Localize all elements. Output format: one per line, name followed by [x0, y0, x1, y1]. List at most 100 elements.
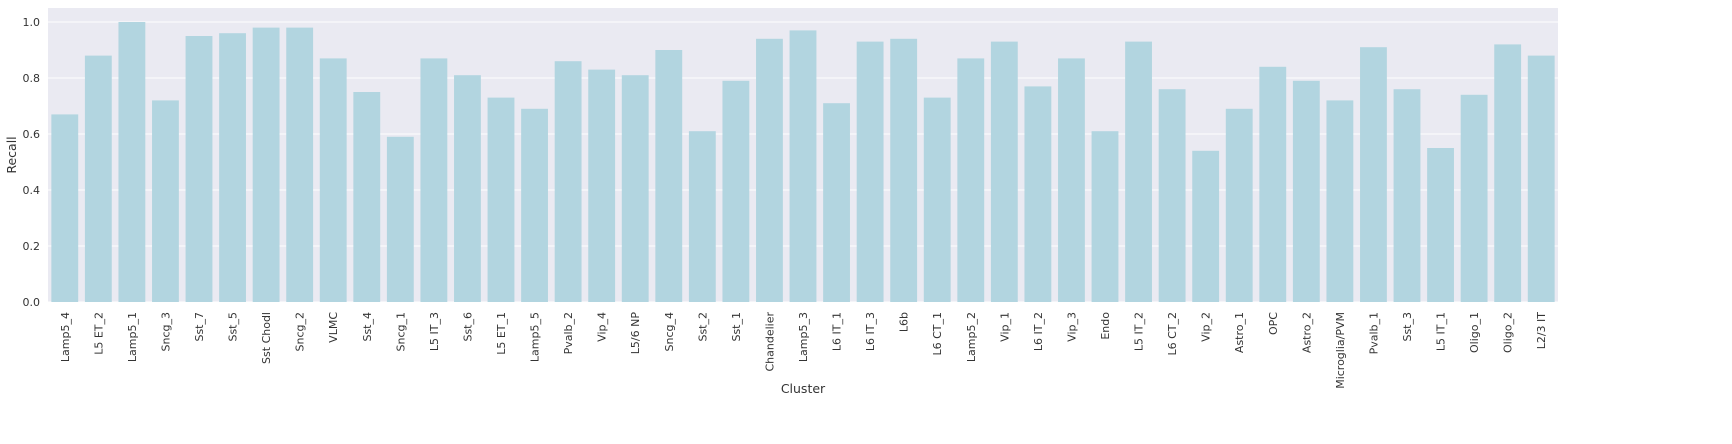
x-tick-label: Oligo_2: [1502, 312, 1515, 353]
bar: [554, 61, 582, 303]
bar: [1225, 108, 1253, 302]
x-tick-label: L5 IT_1: [1435, 312, 1448, 351]
bar: [118, 22, 146, 302]
bar: [454, 75, 481, 302]
bar: [521, 108, 548, 302]
x-tick-label: Sst_1: [730, 312, 743, 342]
x-tick-label: Sncg_2: [294, 312, 307, 351]
bar: [1527, 55, 1555, 302]
bar: [1024, 86, 1052, 303]
x-tick-label: L5 IT_2: [1133, 312, 1146, 351]
bar: [51, 114, 79, 303]
y-tick-label: 0.6: [23, 128, 41, 141]
x-tick-label: Sst_7: [193, 312, 206, 342]
y-axis-title: Recall: [4, 136, 19, 173]
y-tick-label: 0.0: [23, 296, 41, 309]
bar: [588, 69, 616, 302]
x-tick-label: Oligo_1: [1468, 312, 1481, 353]
x-tick-label: Vip_2: [1200, 312, 1213, 342]
x-tick-label: L6 IT_1: [831, 312, 844, 351]
x-tick-label: L5 IT_3: [428, 312, 441, 351]
bar: [1393, 89, 1421, 302]
bar: [923, 97, 951, 302]
x-tick-label: L5/6 NP: [629, 312, 642, 355]
bar: [722, 80, 750, 302]
x-tick-label: L6 CT_2: [1166, 312, 1179, 356]
y-tick-label: 1.0: [23, 16, 41, 29]
bar: [219, 33, 246, 302]
bar: [1259, 66, 1287, 302]
bar: [319, 58, 347, 303]
x-tick-label: Astro_1: [1233, 312, 1246, 353]
x-tick-label: Sncg_4: [663, 312, 676, 351]
x-tick-label: Microglia/PVM: [1334, 312, 1347, 389]
bar: [1125, 41, 1152, 302]
y-tick-label: 0.2: [23, 240, 41, 253]
bar: [1192, 150, 1220, 302]
y-tick-label: 0.8: [23, 72, 41, 85]
bar: [84, 55, 112, 302]
x-tick-label: Pvalb_1: [1367, 312, 1380, 354]
x-tick-label: Pvalb_2: [562, 312, 575, 354]
x-tick-label: Lamp5_2: [965, 312, 978, 362]
x-tick-label: Lamp5_1: [126, 312, 139, 362]
x-tick-label: L5 ET_1: [495, 312, 508, 355]
bar: [1292, 80, 1320, 302]
x-tick-label: L2/3 IT: [1535, 312, 1548, 350]
x-tick-label: Sst_4: [361, 312, 374, 342]
bar: [856, 41, 884, 302]
x-axis-title: Cluster: [781, 381, 826, 396]
x-tick-label: Sncg_3: [159, 312, 172, 351]
x-tick-label: Chandelier: [763, 312, 776, 372]
bar: [1058, 58, 1085, 303]
bar: [688, 131, 716, 302]
x-tick-label: L6 IT_2: [1032, 312, 1045, 351]
bar: [286, 27, 314, 302]
bar: [1091, 131, 1119, 302]
x-tick-label: Sst_6: [461, 312, 474, 342]
x-tick-label: Sst_5: [227, 312, 240, 342]
bar: [152, 100, 179, 303]
y-tick-label: 0.4: [23, 184, 41, 197]
bar: [756, 38, 783, 303]
bar: [1427, 148, 1454, 302]
x-tick-label: Lamp5_3: [797, 312, 810, 362]
x-tick-label: Sst_2: [696, 312, 709, 342]
x-tick-label: Sst_3: [1401, 312, 1414, 342]
x-tick-labels: Lamp5_4 L5 ET_2 Lamp5_1 Sncg_3 Sst_7 Sst_5 Sst…: [59, 312, 1548, 389]
bar: [655, 50, 683, 302]
x-tick-label: Lamp5_4: [59, 312, 72, 362]
bar: [990, 41, 1018, 302]
bar: [1326, 100, 1354, 303]
bar: [789, 30, 817, 303]
bar: [252, 27, 280, 302]
bar: [353, 92, 381, 302]
bar: [1494, 44, 1522, 303]
x-tick-label: Vip_4: [596, 312, 609, 342]
bar: [487, 97, 515, 302]
x-tick-label: Vip_3: [1065, 312, 1078, 342]
bar: [621, 75, 649, 302]
bar: [1158, 89, 1186, 302]
bar: [823, 103, 850, 302]
x-tick-label: Vip_1: [998, 312, 1011, 342]
x-tick-label: Sst Chodl: [260, 312, 273, 364]
x-tick-label: L6 CT_1: [931, 312, 944, 356]
x-tick-label: Sncg_1: [394, 312, 407, 351]
y-tick-labels: 0.0 0.2 0.4 0.6 0.8 1.0: [23, 16, 41, 309]
bar: [890, 38, 918, 303]
bar: [386, 136, 414, 302]
x-tick-label: OPC: [1267, 312, 1280, 335]
x-tick-label: Endo: [1099, 312, 1112, 340]
x-tick-label: L5 ET_2: [92, 312, 105, 355]
x-tick-label: VLMC: [327, 312, 340, 343]
bars: [51, 22, 1555, 303]
x-tick-label: Lamp5_5: [529, 312, 542, 362]
bar: [957, 58, 985, 303]
bar: [185, 36, 213, 302]
bar: [420, 58, 448, 303]
x-tick-label: L6 IT_3: [864, 312, 877, 351]
x-tick-label: L6b: [898, 312, 911, 332]
x-tick-label: Astro_2: [1300, 312, 1313, 353]
